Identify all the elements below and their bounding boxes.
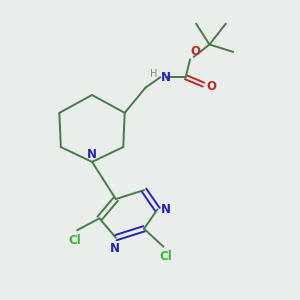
Text: Cl: Cl [159, 250, 172, 263]
Text: H: H [150, 69, 158, 79]
Text: N: N [110, 242, 120, 255]
Text: O: O [191, 45, 201, 58]
Text: O: O [206, 80, 217, 93]
Text: N: N [86, 148, 96, 161]
Text: Cl: Cl [68, 234, 81, 247]
Text: N: N [161, 203, 171, 216]
Text: N: N [161, 71, 171, 84]
